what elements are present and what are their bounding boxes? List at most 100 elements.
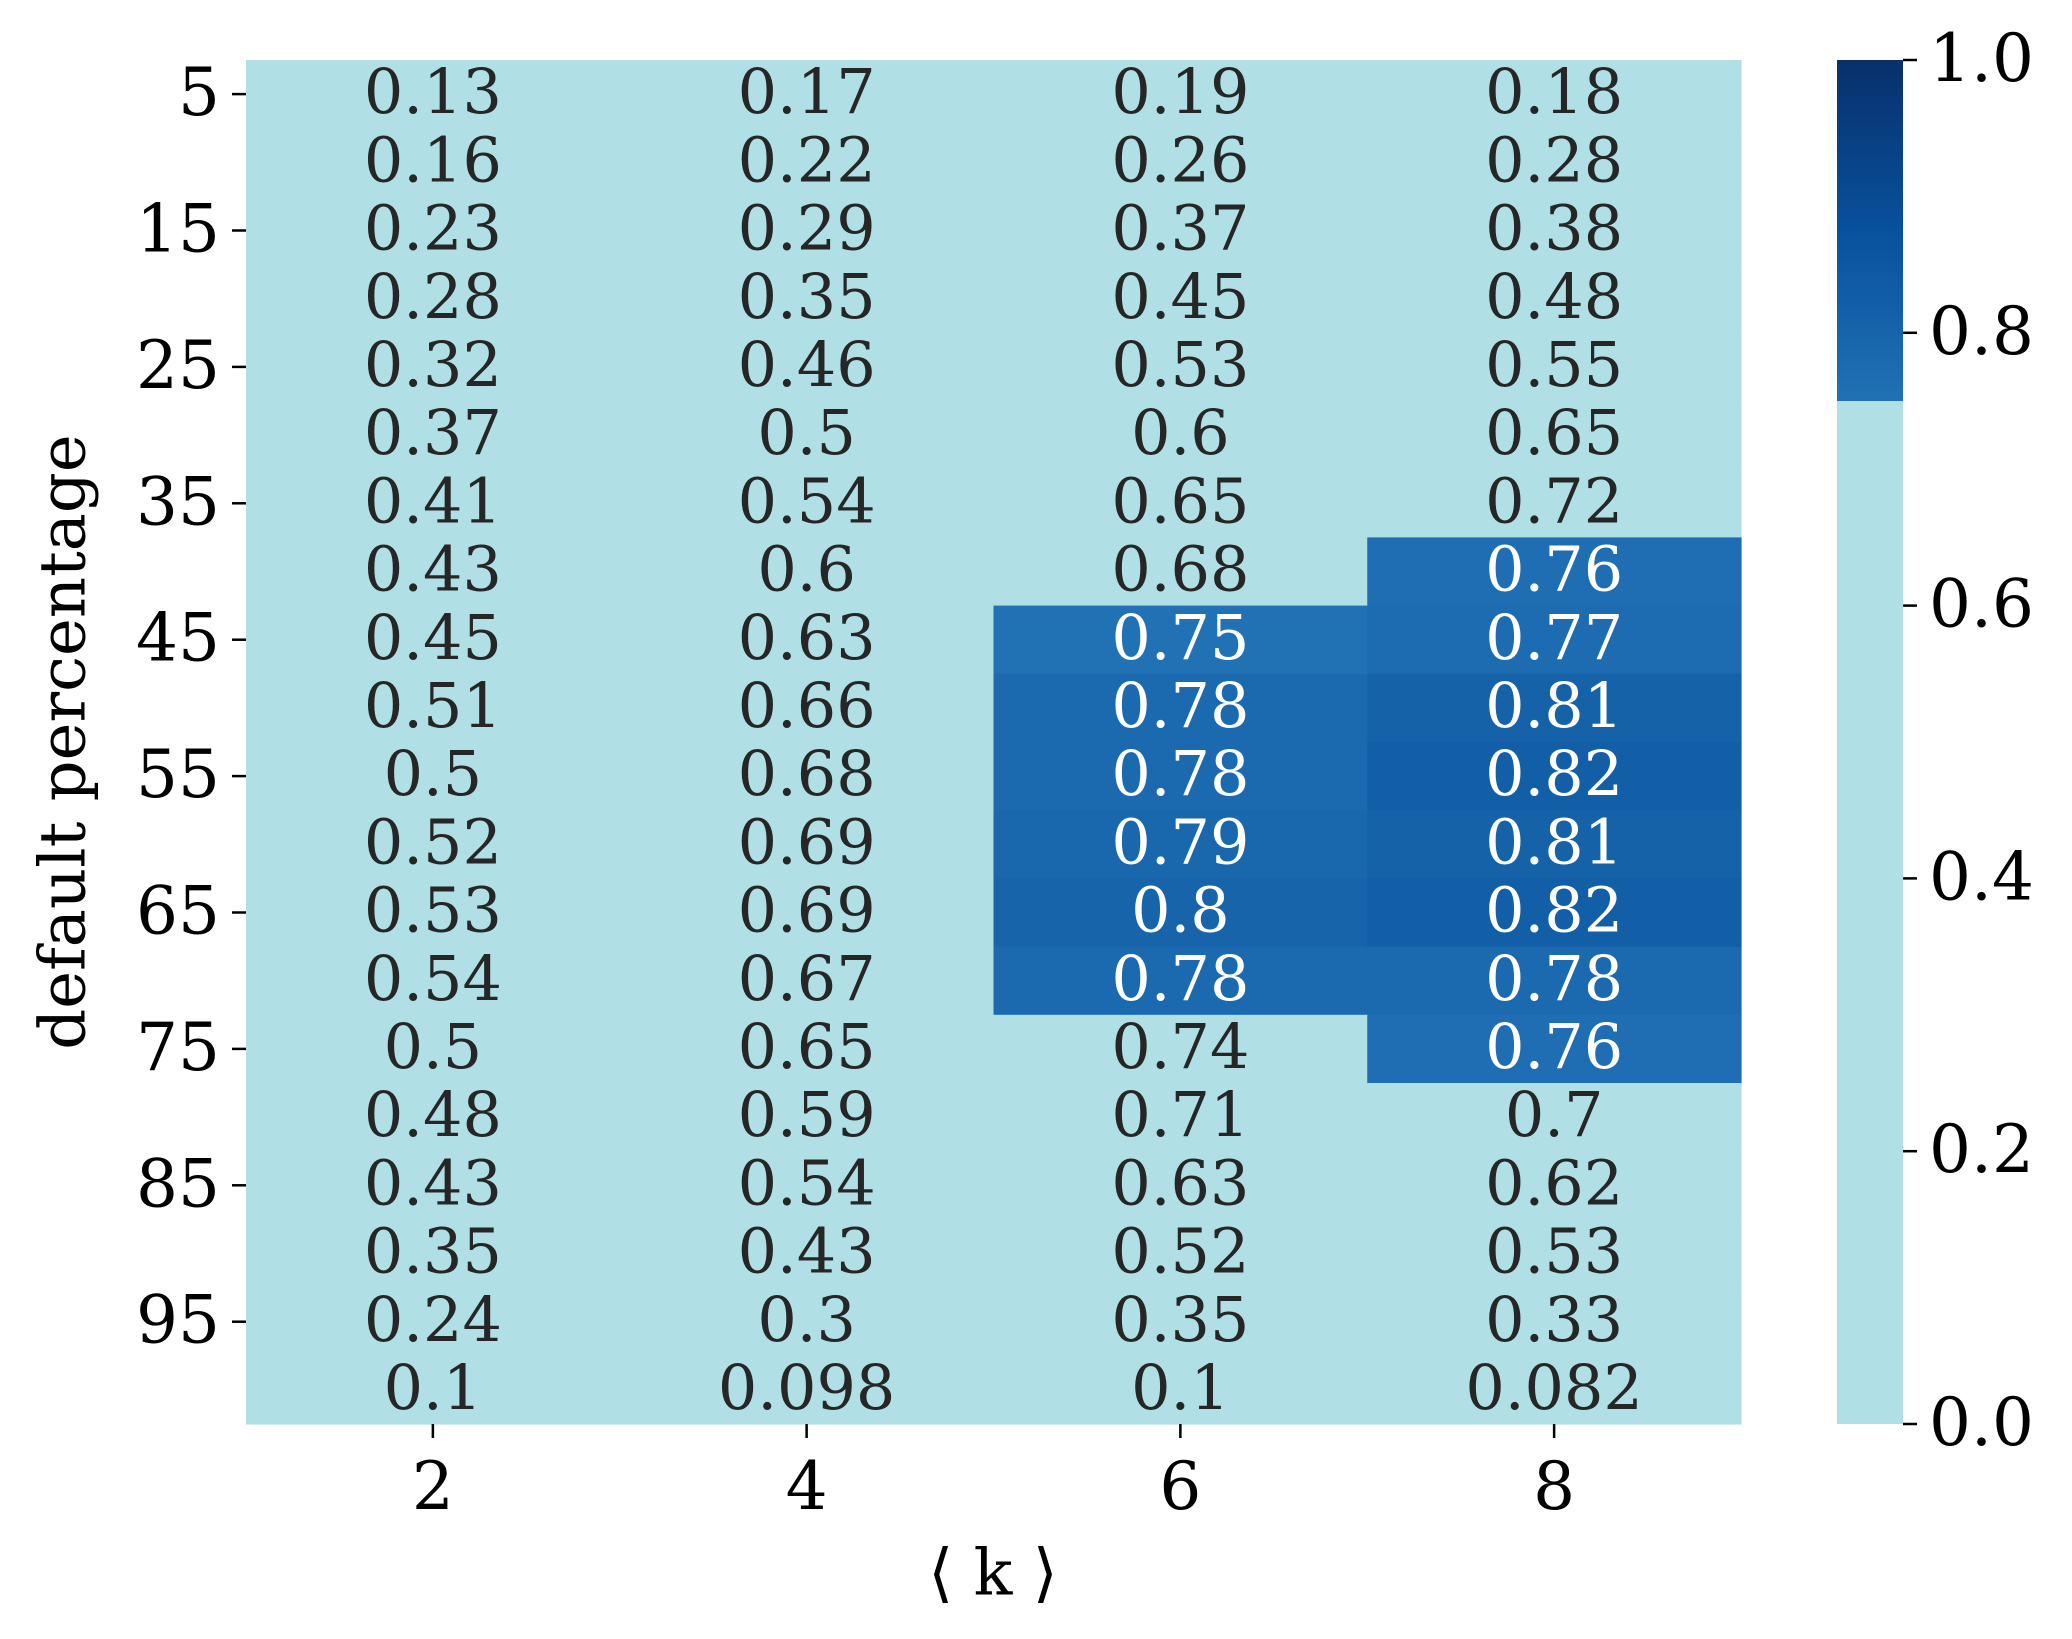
heatmap-cell	[619, 60, 995, 129]
cell-label: 0.53	[1111, 328, 1249, 401]
cell-label: 0.24	[364, 1283, 502, 1356]
cell-label: 0.67	[738, 942, 876, 1015]
heatmap-cell	[619, 673, 995, 743]
cell-label: 0.43	[364, 533, 502, 606]
cell-label: 0.082	[1465, 1351, 1643, 1424]
cell-label: 0.43	[364, 1146, 502, 1219]
x-tick-label: 2	[412, 1448, 454, 1525]
cell-label: 0.63	[1111, 1146, 1249, 1219]
cell-label: 0.45	[1111, 260, 1249, 333]
heatmap-cell	[246, 1355, 621, 1425]
colorbar-tick-label: 0.6	[1929, 566, 2034, 643]
heatmap	[246, 60, 1742, 1425]
x-tick-label: 8	[1533, 1448, 1575, 1525]
cell-label: 0.59	[738, 1078, 876, 1151]
heatmap-cell	[993, 1219, 1368, 1289]
heatmap-cell	[1367, 469, 1742, 538]
x-tick-label: 6	[1159, 1448, 1201, 1525]
cell-label: 0.51	[364, 669, 502, 742]
cell-label: 0.81	[1485, 805, 1623, 878]
heatmap-cell	[246, 1287, 621, 1357]
heatmap-cell	[246, 401, 621, 470]
heatmap-cell	[619, 469, 995, 538]
cell-label: 0.78	[1111, 669, 1249, 742]
cell-label: 0.78	[1111, 942, 1249, 1015]
heatmap-cell	[993, 469, 1368, 538]
cell-label: 0.18	[1485, 55, 1623, 128]
y-tick-label: 55	[136, 736, 220, 813]
cell-label: 0.8	[1131, 874, 1230, 947]
heatmap-cell	[619, 537, 995, 607]
cell-label: 0.6	[1131, 396, 1230, 469]
heatmap-cell	[246, 60, 621, 129]
cell-label: 0.82	[1485, 737, 1623, 810]
heatmap-cell	[246, 469, 621, 538]
cell-label: 0.77	[1485, 601, 1623, 674]
heatmap-cell	[246, 1151, 621, 1220]
heatmap-cell	[1367, 810, 1742, 879]
cell-label: 0.32	[364, 328, 502, 401]
heatmap-cell	[619, 196, 995, 266]
heatmap-cell	[619, 605, 995, 675]
heatmap-cell	[993, 332, 1368, 402]
heatmap-cell	[246, 1219, 621, 1289]
heatmap-cell	[1367, 401, 1742, 470]
heatmap-cell	[1367, 264, 1742, 334]
cell-label: 0.82	[1485, 874, 1623, 947]
heatmap-cell	[619, 1287, 995, 1357]
cell-label: 0.28	[1485, 123, 1623, 196]
colorbar-tick-label: 0.4	[1929, 838, 2034, 915]
cell-label: 0.76	[1485, 1010, 1623, 1083]
y-axis-label: default percentage	[27, 434, 101, 1050]
heatmap-cell	[1367, 1083, 1742, 1152]
cell-label: 0.13	[364, 55, 502, 128]
y-tick-label: 5	[178, 54, 220, 131]
heatmap-cell	[246, 537, 621, 607]
heatmap-cell	[993, 878, 1368, 948]
heatmap-cell	[993, 810, 1368, 879]
heatmap-cell	[993, 946, 1368, 1016]
cell-label: 0.17	[738, 55, 876, 128]
y-tick-label: 65	[136, 873, 220, 950]
heatmap-cell	[246, 810, 621, 879]
cell-label: 0.68	[1111, 533, 1249, 606]
heatmap-cell	[246, 673, 621, 743]
cell-label: 0.66	[738, 669, 876, 742]
cell-label: 0.37	[1111, 192, 1249, 265]
heatmap-cell	[246, 128, 621, 197]
heatmap-cell	[1367, 1151, 1742, 1220]
cell-label: 0.53	[1485, 1215, 1623, 1288]
heatmap-cell	[993, 605, 1368, 675]
y-tick-label: 75	[136, 1009, 220, 1086]
heatmap-cell	[619, 1219, 995, 1289]
heatmap-cell	[993, 60, 1368, 129]
heatmap-cell	[993, 1014, 1368, 1084]
cell-label: 0.41	[364, 464, 502, 537]
heatmap-cell	[1367, 332, 1742, 402]
cell-label: 0.28	[364, 260, 502, 333]
heatmap-cell	[246, 1014, 621, 1084]
heatmap-cell	[246, 605, 621, 675]
heatmap-cell	[619, 332, 995, 402]
heatmap-cell	[1367, 537, 1742, 607]
colorbar-over	[1837, 60, 1903, 401]
heatmap-cell	[993, 1151, 1368, 1220]
cell-label: 0.65	[1485, 396, 1623, 469]
cell-label: 0.78	[1111, 737, 1249, 810]
colorbar-tick-label: 1.0	[1929, 20, 2034, 97]
cell-label: 0.22	[738, 123, 876, 196]
cell-label: 0.65	[738, 1010, 876, 1083]
heatmap-cell	[993, 196, 1368, 266]
heatmap-cell	[1367, 946, 1742, 1016]
cell-label: 0.54	[738, 464, 876, 537]
heatmap-cell	[993, 264, 1368, 334]
heatmap-cell	[246, 878, 621, 948]
y-tick-label: 35	[136, 463, 220, 540]
heatmap-cell	[993, 537, 1368, 607]
cell-label: 0.3	[757, 1283, 856, 1356]
cell-label: 0.55	[1485, 328, 1623, 401]
cell-label: 0.74	[1111, 1010, 1249, 1083]
heatmap-cell	[619, 742, 995, 811]
heatmap-cell	[619, 1151, 995, 1220]
heatmap-cell	[619, 128, 995, 197]
